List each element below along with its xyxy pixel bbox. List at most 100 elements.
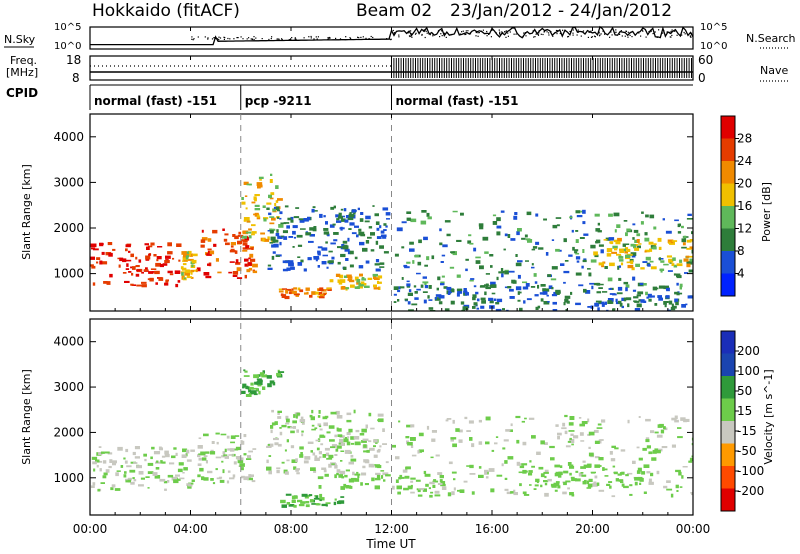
heatmap-cell (248, 183, 252, 186)
heatmap-cell (279, 241, 282, 246)
heatmap-cell (619, 302, 623, 307)
heatmap-cell (429, 494, 433, 498)
heatmap-cell (671, 444, 676, 448)
heatmap-cell (310, 467, 316, 471)
heatmap-cell (525, 470, 528, 473)
heatmap-cell (547, 478, 552, 482)
heatmap-cell (167, 251, 173, 255)
heatmap-cell (374, 213, 379, 217)
heatmap-cell (315, 495, 319, 500)
heatmap-cell (328, 425, 335, 429)
heatmap-cell (272, 239, 276, 243)
heatmap-cell (510, 491, 514, 494)
noise-search-dot (240, 36, 242, 38)
heatmap-cell (322, 454, 326, 458)
heatmap-cell (607, 277, 613, 282)
heatmap-cell (244, 236, 250, 241)
heatmap-cell (242, 250, 248, 252)
heatmap-cell (382, 443, 387, 445)
heatmap-cell (245, 245, 250, 249)
heatmap-cell (682, 242, 686, 246)
noise-search-dot (211, 38, 214, 40)
heatmap-cell (254, 194, 260, 197)
heatmap-cell (115, 472, 119, 477)
heatmap-cell (147, 462, 154, 466)
heatmap-cell (228, 454, 235, 456)
heatmap-cell (177, 468, 183, 473)
heatmap-cell (544, 492, 549, 497)
heatmap-cell (677, 231, 682, 234)
heatmap-cell (169, 462, 175, 465)
heatmap-cell (424, 473, 431, 477)
heatmap-cell (575, 302, 581, 306)
heatmap-cell (595, 464, 598, 467)
heatmap-cell (224, 448, 227, 453)
heatmap-cell (504, 233, 508, 237)
heatmap-cell (297, 499, 303, 503)
heatmap-cell (127, 477, 132, 481)
noise-search-dot (398, 34, 400, 36)
heatmap-cell (676, 490, 679, 492)
heatmap-cell (673, 273, 677, 276)
heatmap-cell (161, 455, 166, 458)
heatmap-cell (339, 470, 346, 475)
heatmap-cell (354, 441, 361, 446)
heatmap-cell (358, 282, 364, 287)
heatmap-cell (237, 240, 242, 245)
noise-search-dot (310, 35, 312, 38)
heatmap-cell (674, 419, 679, 423)
noise-search-dot (368, 38, 370, 40)
heatmap-cell (229, 477, 235, 480)
heatmap-cell (268, 212, 272, 216)
noise-search-dot (588, 31, 590, 33)
heatmap-cell (277, 209, 281, 212)
heatmap-cell (402, 469, 408, 473)
heatmap-cell (617, 237, 622, 242)
noise-search-dot (499, 31, 501, 33)
heatmap-cell (648, 481, 654, 485)
noise-search-dot (572, 29, 574, 31)
heatmap-cell (320, 497, 325, 501)
heatmap-cell (633, 244, 637, 249)
heatmap-cell (579, 423, 585, 427)
heatmap-cell (374, 477, 381, 481)
heatmap-cell (423, 236, 428, 241)
heatmap-cell (485, 287, 491, 290)
heatmap-cell (160, 460, 163, 464)
heatmap-cell (654, 431, 659, 434)
heatmap-cell (322, 292, 327, 295)
noise-search-dot (546, 31, 548, 33)
heatmap-cell (286, 418, 290, 423)
colorbar-tick-label: 100 (737, 364, 760, 378)
heatmap-cell (358, 231, 365, 236)
noise-search-dot (242, 38, 244, 40)
heatmap-cell (323, 422, 328, 427)
heatmap-cell (242, 383, 247, 388)
heatmap-cell (450, 438, 454, 442)
heatmap-cell (319, 213, 323, 218)
heatmap-cell (211, 441, 215, 444)
heatmap-cell (501, 273, 504, 278)
heatmap-cell (678, 223, 681, 227)
noise-search-dot (393, 33, 395, 35)
noise-search-dot (509, 31, 511, 33)
heatmap-cell (212, 482, 216, 485)
heatmap-cell (125, 259, 132, 262)
heatmap-cell (97, 488, 101, 492)
heatmap-cell (649, 295, 655, 298)
noise-search-dot (478, 32, 480, 34)
heatmap-cell (456, 239, 462, 242)
heatmap-cell (358, 265, 364, 269)
heatmap-cell (340, 226, 343, 231)
heatmap-cell (668, 241, 671, 244)
heatmap-cell (319, 456, 322, 459)
heatmap-cell (657, 295, 662, 298)
heatmap-cell (691, 249, 693, 254)
heatmap-cell (90, 264, 94, 267)
noise-search-dot (629, 34, 631, 36)
noise-search-dot (223, 38, 225, 40)
heatmap-cell (346, 441, 351, 446)
heatmap-cell (328, 262, 334, 265)
heatmap-cell (336, 218, 340, 221)
heatmap-cell (686, 261, 693, 265)
